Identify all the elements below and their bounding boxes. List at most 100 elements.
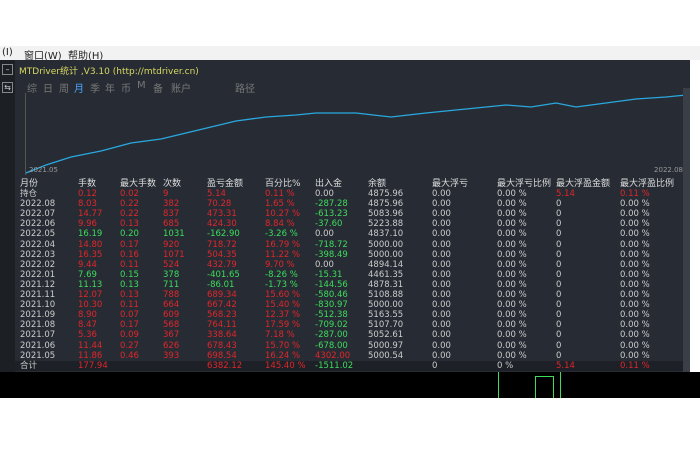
tab-6[interactable]: 币 (121, 84, 131, 95)
cell-col-4: 568.23 (207, 310, 237, 321)
cell-col-10: 最大浮盈金额 (556, 179, 611, 189)
cell-col-9: 0.00 % (497, 219, 527, 230)
tab-7[interactable]: M (137, 80, 146, 91)
cell-col-0: 2022.02 (20, 259, 56, 270)
tab-8[interactable]: 备 (153, 84, 163, 95)
cell-col-6: -613.23 (315, 209, 348, 220)
cell-col-5: 7.18 % (265, 330, 295, 341)
cell-col-6: -709.02 (315, 320, 348, 331)
cell-col-5: 16.79 % (265, 239, 301, 250)
cell-col-0: 2021.12 (20, 279, 56, 290)
cell-col-1: 8.03 (78, 199, 97, 210)
cell-col-11: 0.00 % (620, 290, 650, 300)
cell-col-2: 0.13 (120, 290, 139, 300)
cell-col-0: 2021.05 (20, 350, 56, 361)
cell-col-8: 0.00 (432, 229, 451, 240)
table-row: 2021.11 12.07 0.13 788 689.34 15.60 % -580.46 5… (15, 290, 690, 300)
cell-col-7: 5107.70 (368, 320, 404, 331)
cell-col-11: 0.11 % (620, 361, 650, 371)
scrollbar[interactable] (683, 88, 690, 372)
cell-col-10: 5.14 (556, 189, 575, 199)
cell-col-11: 0.00 % (620, 249, 650, 260)
cell-col-5: 11.22 % (265, 249, 301, 260)
tab-0[interactable]: 综 (27, 84, 37, 95)
cell-col-2: 0.02 (120, 189, 139, 199)
tab-1[interactable]: 日 (43, 84, 53, 95)
cell-col-8: 0.00 (432, 310, 451, 321)
cell-col-3: 685 (163, 219, 180, 230)
cell-col-3: 1071 (163, 249, 185, 260)
cell-col-10: 0 (556, 229, 562, 240)
tab-10[interactable]: 路径 (235, 84, 255, 95)
cell-col-10: 0 (556, 269, 562, 280)
cell-col-3: 788 (163, 290, 180, 300)
cell-col-6: 0.00 (315, 259, 334, 270)
cell-col-10: 0 (556, 300, 562, 311)
cell-col-9: 0.00 % (497, 330, 527, 341)
cell-col-7: 5000.54 (368, 350, 404, 361)
cell-col-7: 5000.00 (368, 300, 404, 311)
cell-col-2: 0.09 (120, 330, 139, 341)
cell-col-11: 0.00 % (620, 269, 650, 280)
cell-col-6: 0.00 (315, 229, 334, 240)
cell-col-3: 382 (163, 199, 180, 210)
cell-col-7: 5052.61 (368, 330, 404, 341)
cell-col-3: 609 (163, 310, 180, 321)
tab-9[interactable]: 账户 (171, 84, 191, 95)
cell-col-6: -15.31 (315, 269, 343, 280)
cell-col-4: 6382.12 (207, 361, 243, 371)
cell-col-6: -398.49 (315, 249, 348, 260)
cell-col-10: 0 (556, 310, 562, 321)
cell-col-4: 432.79 (207, 259, 237, 270)
cell-col-1: 14.77 (78, 209, 103, 220)
cell-col-6: -1511.02 (315, 361, 354, 371)
cell-col-5: 8.84 % (265, 219, 295, 230)
minimize-icon[interactable]: – (2, 64, 13, 75)
tab-5[interactable]: 年 (105, 84, 115, 95)
tab-2[interactable]: 周 (59, 84, 69, 95)
cell-col-5: -8.26 % (265, 269, 298, 280)
tab-3[interactable]: 月 (74, 84, 84, 95)
cell-col-5: 1.65 % (265, 199, 295, 210)
x-end-label: 2022.08 (654, 166, 683, 174)
table-row: 2022.07 14.77 0.22 837 473.31 10.27 % -613.23 5… (15, 209, 690, 219)
cell-col-0: 2021.09 (20, 310, 56, 321)
cell-col-1: 9.44 (78, 259, 97, 270)
menu-window[interactable]: 窗口(W) (24, 51, 62, 62)
cell-col-4: 504.35 (207, 249, 237, 260)
table-row: 持仓 0.12 0.02 9 5.14 0.11 % 0.00 4875.96 0.00 0.00… (15, 189, 690, 199)
cell-col-10: 5.14 (556, 361, 575, 371)
cell-col-1: 12.07 (78, 290, 103, 300)
cell-col-0: 2022.04 (20, 239, 56, 250)
green-line (560, 372, 561, 398)
cell-col-10: 0 (556, 259, 562, 270)
toggle-icon[interactable]: ⇆ (2, 82, 13, 93)
cell-col-6: -144.56 (315, 279, 348, 290)
tab-4[interactable]: 季 (90, 84, 100, 95)
cell-col-11: 0.00 % (620, 320, 650, 331)
green-line (535, 376, 553, 377)
stats-panel: MTDriver统计 ,V3.10 (http://mtdriver.cn) 综… (15, 60, 690, 372)
table-row: 2022.06 9.96 0.13 685 424.30 8.84 % -37.60 5223… (15, 219, 690, 229)
equity-chart: 2021.05 2022.08 (25, 93, 687, 175)
cell-col-11: 0.00 % (620, 259, 650, 270)
cell-col-7: 5223.88 (368, 219, 404, 230)
cell-col-8: 0.00 (432, 279, 451, 290)
cell-col-10: 0 (556, 279, 562, 290)
green-line (535, 376, 536, 398)
cell-col-10: 0 (556, 330, 562, 341)
cell-col-1: 177.94 (78, 361, 108, 371)
cell-col-11: 0.00 % (620, 239, 650, 250)
table-row: 2022.08 8.03 0.22 382 70.28 1.65 % -287.28 4875… (15, 199, 690, 209)
cell-col-1: 11.44 (78, 340, 103, 351)
cell-col-10: 0 (556, 340, 562, 351)
cell-col-7: 4875.96 (368, 199, 404, 210)
menu-item[interactable]: (I) (2, 47, 13, 58)
table-total-row: 合计 177.94 6382.12 145.40 % -1511.02 0 0 % 5.14 0… (15, 361, 690, 371)
menu-help[interactable]: 帮助(H) (68, 51, 104, 62)
menu-bar: (I) 窗口(W) 帮助(H) (0, 46, 700, 62)
cell-col-3: 568 (163, 320, 180, 331)
cell-col-11: 0.00 % (620, 310, 650, 321)
cell-col-0: 持仓 (20, 189, 38, 199)
cell-col-4: -401.65 (207, 269, 240, 280)
